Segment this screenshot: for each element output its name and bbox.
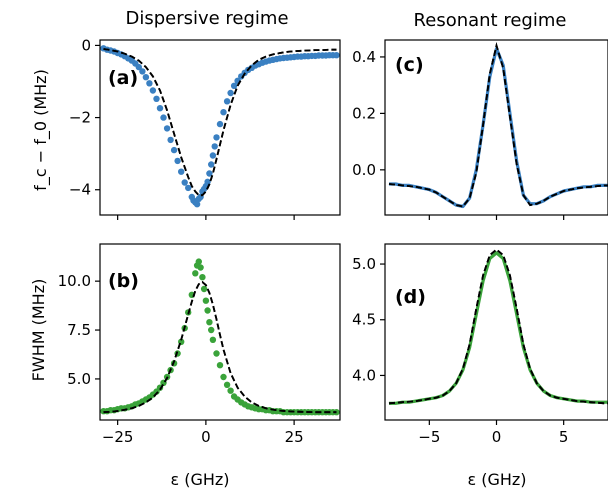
- data-point: [170, 146, 178, 154]
- data-point: [211, 143, 218, 150]
- y-tick-label: 4.0: [352, 366, 376, 384]
- fit-line-overlay: [103, 281, 337, 414]
- data-point: [209, 152, 217, 159]
- panel-label: (b): [108, 270, 139, 292]
- data-point: [156, 105, 164, 112]
- y-tick-label: 5.0: [352, 255, 376, 273]
- y-tick-label: 5.0: [67, 370, 91, 388]
- fit-line-overlay: [388, 248, 608, 405]
- panel-d: 5.0 4.5 4.0 −5 0 5 (d): [352, 243, 608, 446]
- panel-c: 0.4 0.2 0.0 (c): [352, 39, 608, 220]
- x-tick-label: 0: [201, 428, 211, 446]
- x-tick-label: −25: [102, 428, 134, 446]
- data-point: [223, 381, 231, 388]
- data-point: [192, 270, 199, 277]
- title-right: Resonant regime: [414, 10, 567, 31]
- fit-line: [103, 281, 337, 414]
- fit-line-overlay: [103, 48, 337, 197]
- x-tick-label: −5: [418, 428, 440, 446]
- y-tick-label: −4: [69, 181, 91, 199]
- y-tick-label: 0: [81, 36, 91, 54]
- y-tick-label: 0.0: [352, 161, 376, 179]
- data-point: [185, 184, 192, 192]
- y-tick-label: −2: [69, 109, 91, 127]
- data-point: [230, 82, 238, 90]
- data-point: [208, 326, 215, 334]
- data-point: [213, 350, 220, 357]
- x-tick-label: 25: [285, 428, 304, 446]
- data-point: [223, 98, 231, 105]
- axes-frame: [384, 243, 608, 421]
- data-point: [142, 74, 150, 81]
- data-point: [139, 68, 146, 75]
- data-point: [149, 87, 157, 94]
- data-point: [333, 52, 340, 59]
- ylabel-bottom: FWHM (MHz): [29, 279, 48, 382]
- y-tick-label: 0.4: [352, 48, 376, 66]
- data-point: [178, 168, 185, 175]
- x-tick-label: 0: [492, 428, 502, 446]
- data-point: [227, 89, 234, 97]
- data-point: [209, 336, 217, 343]
- data-point: [193, 201, 201, 208]
- data-point: [208, 161, 215, 168]
- data-point: [213, 134, 220, 141]
- data-point: [220, 109, 227, 116]
- data-point: [163, 125, 171, 132]
- y-tick-label: 10.0: [58, 272, 91, 290]
- data-line: [389, 251, 608, 405]
- data-point: [174, 157, 181, 165]
- panel-b: 10.0 7.5 5.0 −25 0 25 (b): [58, 243, 341, 446]
- axes-frame: [99, 39, 341, 216]
- x-tick-label: 5: [559, 428, 569, 446]
- axes-frame: [99, 243, 341, 421]
- fit-line-overlay: [388, 42, 608, 208]
- data-point: [181, 179, 188, 186]
- panel-label: (d): [395, 286, 426, 308]
- data-point: [200, 285, 208, 293]
- data-point: [160, 114, 167, 121]
- ylabel-top: f_c − f_0 (MHz): [31, 69, 51, 191]
- data-point: [204, 307, 211, 314]
- data-point: [167, 136, 174, 144]
- data-point: [220, 373, 227, 381]
- data-point: [216, 362, 224, 369]
- data-point: [206, 170, 213, 177]
- y-tick-label: 7.5: [67, 321, 91, 339]
- data-point: [153, 95, 160, 103]
- y-tick-label: 0.2: [352, 104, 376, 122]
- xlabel-left: ε (GHz): [170, 470, 229, 489]
- fit-line: [388, 248, 608, 405]
- data-point: [216, 120, 224, 128]
- panel-label: (c): [395, 54, 424, 76]
- y-tick-label: 4.5: [352, 311, 376, 329]
- panel-a: 0 −2 −4 (a): [69, 36, 341, 220]
- data-point: [206, 319, 213, 326]
- data-point: [204, 178, 211, 185]
- data-point: [202, 297, 210, 304]
- xlabel-right: ε (GHz): [467, 470, 526, 489]
- panel-label: (a): [108, 67, 138, 89]
- data-point: [195, 258, 202, 265]
- data-point: [146, 80, 153, 87]
- title-left: Dispersive regime: [125, 8, 288, 29]
- data-point: [227, 387, 234, 394]
- data-point: [199, 274, 206, 281]
- data-point: [135, 63, 142, 71]
- data-point: [197, 264, 204, 271]
